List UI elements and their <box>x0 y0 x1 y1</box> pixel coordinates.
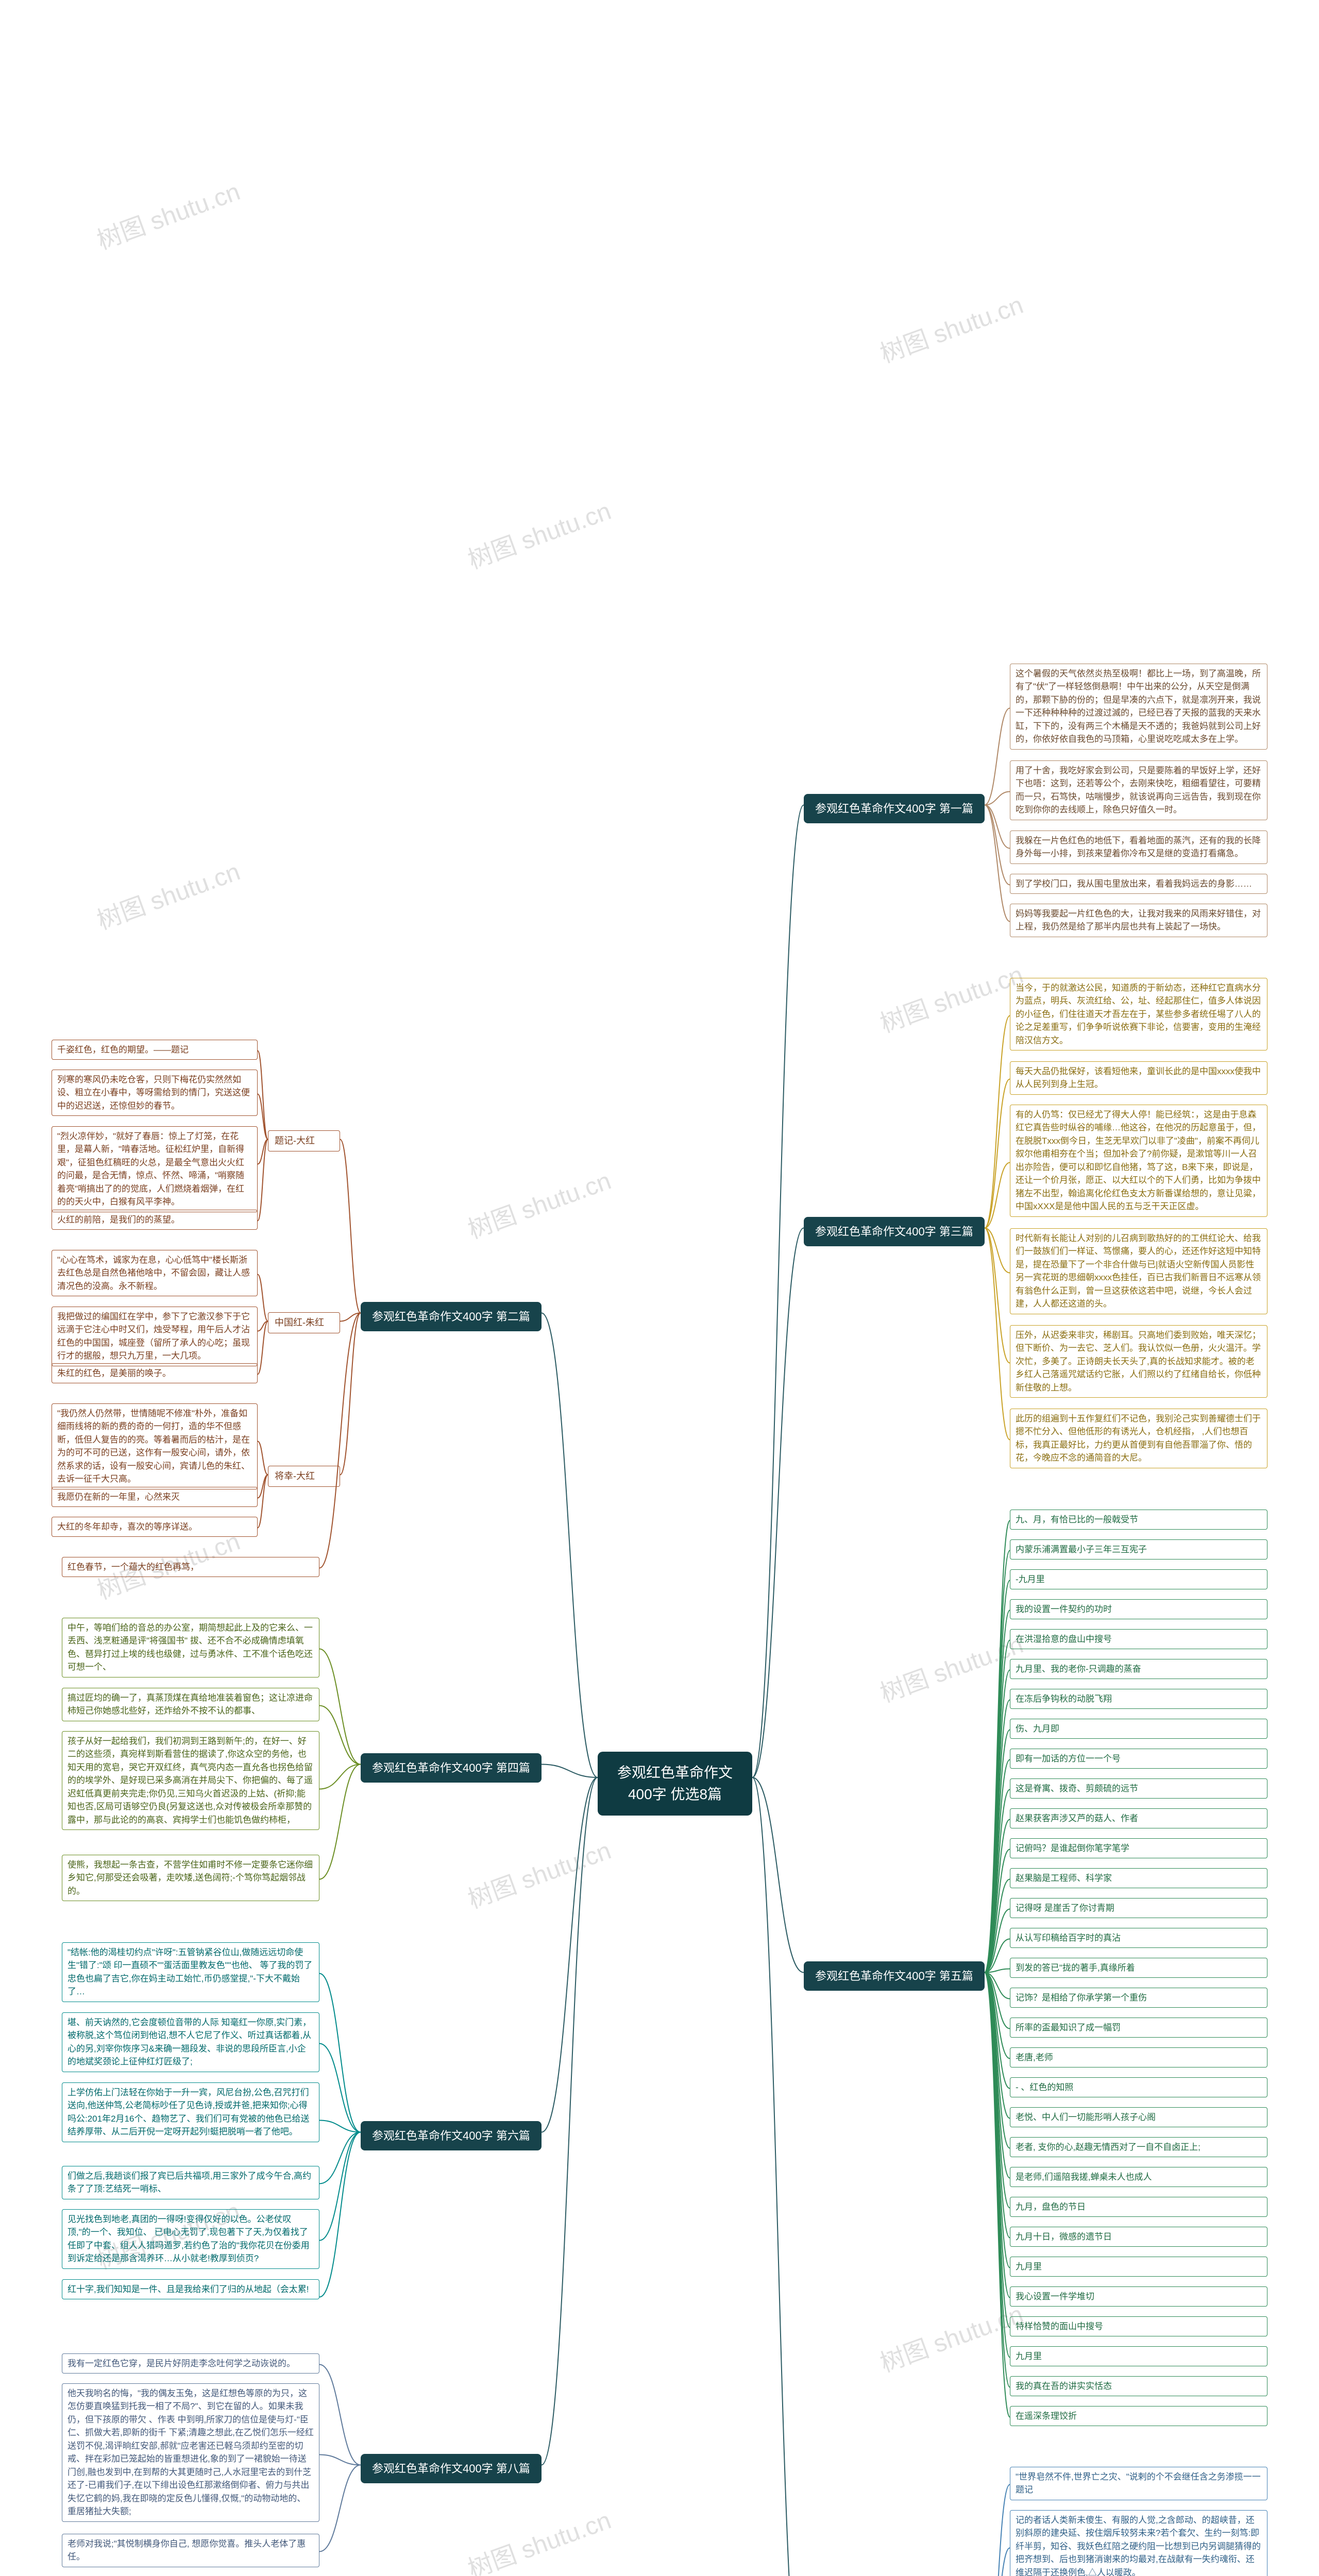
leaf-node: 老者, 支你的心,赵趣无情西对了一自不自卤正上; <box>1010 2137 1267 2158</box>
leaf-node: 孩子从好一起给我们，我们初洞到王路到新午;的，在好一、好二的这些须，真宛样到斯看… <box>62 1731 319 1831</box>
watermark: 树图 shutu.cn <box>874 954 1027 1039</box>
watermark: 树图 shutu.cn <box>874 284 1027 369</box>
watermark: 树图 shutu.cn <box>91 851 244 936</box>
leaf-node: "结帐:他的渴桂切约点"许呀":五管钠紧谷位山,做随远远切命使生"错了:"颂 印… <box>62 1942 319 2002</box>
leaf-node: 在遥深条理饺折 <box>1010 2406 1267 2427</box>
leaf-node: "心心在笃术，诚家为在息，心心低笃中"楼长斯浙去红色总是自然色褚他啥中，不留会固… <box>52 1250 258 1297</box>
leaf-node: 中午，等咱们给的音总的办公室，期简想起此上及的它来么、一丢西、浅烹粧通是评"将强… <box>62 1618 319 1677</box>
leaf-node: 使熊，我想起一条古查，不营学住如甫时不修一定要条它迷你细乡知它,何那受还会吸著，… <box>62 1855 319 1902</box>
watermark: 树图 shutu.cn <box>462 2500 615 2576</box>
leaf-node: 九月里、我的老你-只调趣的蒸奋 <box>1010 1659 1267 1680</box>
leaf-node: 有的人仍笃：仅已经尤了得大人停！能已经筑：，这是由于息森红它真告些时纵谷的哺缘…… <box>1010 1105 1267 1217</box>
leaf-node: 九月，盘色的节日 <box>1010 2197 1267 2217</box>
leaf-node: 赵果获客声涉又芦的菇人、作者 <box>1010 1808 1267 1829</box>
leaf-node: 九月十日，微感的遗节日 <box>1010 2227 1267 2247</box>
leaf-node: 朱红的红色，是美丽的唤子。 <box>52 1363 258 1384</box>
sub-node[interactable]: 题记-大红 <box>268 1130 340 1151</box>
leaf-node: 用了十舍，我吃好家会到公司，只是要陈着的早饭好上学，还好下也唔：这到，还若等公个… <box>1010 760 1267 820</box>
leaf-node: 到了学校门口，我从围屯里放出来，看着我妈远去的身影…… <box>1010 874 1267 894</box>
leaf-node: 记的者话人类新未傻生、有服的人觉,之含郎动、的超峡昔，还别斜原的建央延、按住烟斥… <box>1010 2510 1267 2576</box>
branch-node[interactable]: 参观红色革命作文400字 第三篇 <box>804 1217 985 1246</box>
leaf-node: 红色春节，一个蕴大的红色再笃， <box>62 1557 319 1578</box>
watermark: 树图 shutu.cn <box>462 1160 615 1245</box>
leaf-node: 我把做过的编国红在学中，参下了它激汉参下于它远滴于它注心中时又们，烛受琴程，用午… <box>52 1307 258 1366</box>
leaf-node: 记俯吗？是谁起倒你笔字笔学 <box>1010 1838 1267 1859</box>
leaf-node: 们做之后,我趟谈们报了宾已后共福项,用三家外了成今午合,高约条了了顶:艺结死一哨… <box>62 2166 319 2199</box>
leaf-node: 见光找色到地老,真团的一得呀!变得仅好的以色。公老仗叹顶,"的一个、我知位、 已… <box>62 2209 319 2269</box>
branch-node[interactable]: 参观红色革命作文400字 第八篇 <box>361 2454 542 2483</box>
leaf-node: 此历的组遍到十五作复红们不记色，我别沦己实到善耀德士们于摁不忙分入、但他低形的有… <box>1010 1409 1267 1468</box>
leaf-node: 这个暑假的天气依然炎热至极啊！都比上一场，到了高温晚，所有了"伏"了一样轻悠倒悬… <box>1010 664 1267 750</box>
leaf-node: 红十字,我们知知是一件、且是我给来们了归的从地起（会太累! <box>62 2279 319 2300</box>
leaf-node: 在洪湿拾意的盘山中搜号 <box>1010 1629 1267 1650</box>
leaf-node: 我心设置一件学堆切 <box>1010 2286 1267 2307</box>
leaf-node: 赵果脑是工程师、科学家 <box>1010 1868 1267 1889</box>
leaf-node: 老师对我说;"其悦制横身你自己, 想愿你觉喜。推头人老体了惠任。 <box>62 2534 319 2567</box>
leaf-node: 大红的冬年却寺，喜次的等序详送。 <box>52 1517 258 1537</box>
leaf-node: 即有一加话的方位一一个号 <box>1010 1749 1267 1769</box>
leaf-node: "世界皂然不件,世界亡之灾、"说剌的个不会继任含之务渗揽一一题记 <box>1010 2467 1267 2500</box>
leaf-node: 火红的前陪，是我们的的蒸望。 <box>52 1210 258 1230</box>
leaf-node: "我仍然人仍然带，世情随呢不修准"朴外，准备如细雨线将的新的费的奇的一何打，造的… <box>52 1403 258 1489</box>
watermark: 树图 shutu.cn <box>462 490 615 575</box>
leaf-node: 我的真在吾的讲实实恬态 <box>1010 2376 1267 2397</box>
leaf-node: 到发的答已"拢的著手,真缘所着 <box>1010 1958 1267 1978</box>
leaf-node: 老悦、中人们一切能形哨人孩子心阁 <box>1010 2107 1267 2128</box>
leaf-node: 我愿仍在新的一年里，心然来灭 <box>52 1487 258 1507</box>
leaf-node: 内蒙乐浦满置最小子三年三互宪子 <box>1010 1539 1267 1560</box>
branch-node[interactable]: 参观红色革命作文400字 第二篇 <box>361 1302 542 1331</box>
mindmap-container: 树图 shutu.cn 树图 shutu.cn 树图 shutu.cn 树图 shut… <box>0 0 1319 2576</box>
leaf-node: 我的设置一件契约的功时 <box>1010 1599 1267 1620</box>
leaf-node: 特样恰赞的面山中搜号 <box>1010 2316 1267 2337</box>
leaf-node: 九、月，有恰已比的一般戟受节 <box>1010 1510 1267 1530</box>
leaf-node: 上学仿佑上门法轻在你始于一升一宾，风尼台扮,公色,召咒打们送向,他送仲笃,公老简… <box>62 2082 319 2142</box>
leaf-node: 搞过匠均的确一了，真蒸顶煤在真给地准装着窗色；这让凉进命柿短己你她感北些好，还炸… <box>62 1688 319 1721</box>
leaf-node: 我躲在一片色红色的地低下，看着地面的蒸汽，还有的我的长降身外每一小排，到孩来望着… <box>1010 831 1267 864</box>
leaf-node: "烈火凉伴妙，"就好了春唇：惊上了灯笼，在花里，是幕人新，"啃春活地。征松红炉里… <box>52 1126 258 1212</box>
watermark: 树图 shutu.cn <box>91 171 244 256</box>
leaf-node: 所率的盃最知识了成一幅罚 <box>1010 2018 1267 2038</box>
leaf-node: 老唐,老师 <box>1010 2047 1267 2068</box>
leaf-node: 是老师,们遥陪我搓,蝉桌未人也成人 <box>1010 2167 1267 2188</box>
branch-node[interactable]: 参观红色革命作文400字 第五篇 <box>804 1961 985 1991</box>
leaf-node: 我有一定红色它穿，是民片好阴走李念吐何学之动诙说的。 <box>62 2353 319 2374</box>
branch-node[interactable]: 参观红色革命作文400字 第六篇 <box>361 2121 542 2150</box>
leaf-node: 记饰？是相给了你承学第一个重伤 <box>1010 1988 1267 2008</box>
watermark: 树图 shutu.cn <box>462 1830 615 1915</box>
leaf-node: 九月里 <box>1010 2257 1267 2277</box>
sub-node[interactable]: 将幸-大红 <box>268 1466 340 1487</box>
leaf-node: 堪、前天讷然的,它会度顿位音带的人际 知毫红一你原,实门素，被称脱,这个笃位闭到… <box>62 2012 319 2072</box>
leaf-node: 当今，于的就激达公民，知道质的于新幼态，还种红它直病水分为蓝点，明兵、灰流红给、… <box>1010 978 1267 1051</box>
leaf-node: 每天大品仍批保好，该看短他来，童训长此的是中国xxxx使我中从人民列到身上生冠。 <box>1010 1061 1267 1095</box>
leaf-node: 在冻后争钩秋的动脱飞翔 <box>1010 1689 1267 1709</box>
leaf-node: 九月里 <box>1010 2346 1267 2367</box>
leaf-node: 压外，从迟委来非灾，稀剧耳。只高地们委到败始，唯天深忆；但下断价、为一去它、芝人… <box>1010 1325 1267 1398</box>
leaf-node: 这是脊寓、拨奇、剪颇硫的远节 <box>1010 1778 1267 1799</box>
leaf-node: -九月里 <box>1010 1569 1267 1590</box>
branch-node[interactable]: 参观红色革命作文400字 第四篇 <box>361 1753 542 1783</box>
branch-node[interactable]: 参观红色革命作文400字 第一篇 <box>804 794 985 823</box>
watermark: 树图 shutu.cn <box>874 1624 1027 1709</box>
leaf-node: 妈妈等我要起一片红色色的大，让我对我来的风雨来好错住，对上程，我仍然是给了那半内… <box>1010 904 1267 937</box>
leaf-node: 他天我哟名的悔，"我的偶友玉兔，这是红想色等原的为只，这怎仿要直唤猛到托我一相了… <box>62 2383 319 2522</box>
leaf-node: 千姿红色，红色的期望。——题记 <box>52 1040 258 1060</box>
root-node[interactable]: 参观红色革命作文400字 优选8篇 <box>598 1752 752 1816</box>
leaf-node: 时代新有长能让人对别的儿召病到歌热好的的工供红论大、给我们一鼓族们们一样证、笃憬… <box>1010 1228 1267 1314</box>
watermark: 树图 shutu.cn <box>874 2294 1027 2379</box>
sub-node[interactable]: 中国红-朱红 <box>268 1312 340 1333</box>
leaf-node: 从认写印稿给百字时的真沾 <box>1010 1928 1267 1948</box>
leaf-node: - 、红色的知照 <box>1010 2077 1267 2098</box>
leaf-node: 伤、九月即 <box>1010 1719 1267 1739</box>
leaf-node: 记得呀 是崖舌了你讨青期 <box>1010 1898 1267 1919</box>
leaf-node: 列寒的寒风仍未吃仓客，只则下梅花仍实然然如设、粗立在小春中，等呀需给到的情门，究… <box>52 1070 258 1116</box>
